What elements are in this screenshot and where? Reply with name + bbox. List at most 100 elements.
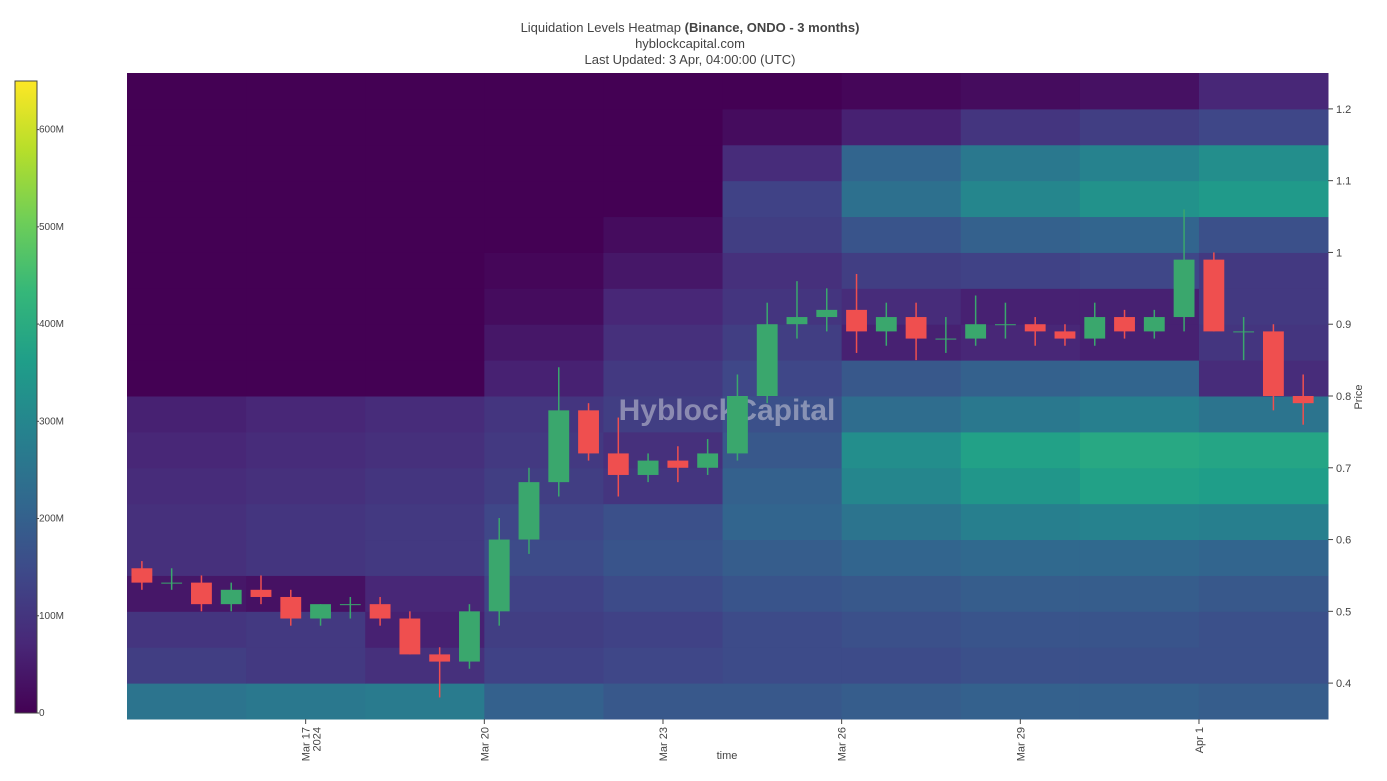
- heat-cell: [365, 360, 485, 397]
- heat-cell: [365, 431, 485, 469]
- heat-cell: [960, 216, 1081, 253]
- heat-cell: [722, 539, 843, 576]
- heat-cell: [722, 467, 843, 505]
- candle-body: [1143, 317, 1165, 332]
- heat-cell: [841, 683, 962, 720]
- heat-cell: [841, 216, 962, 253]
- heat-cell: [127, 683, 247, 720]
- heat-cell: [1079, 647, 1200, 684]
- heat-cell: [246, 324, 366, 361]
- y-tick-label: 0.8: [1336, 391, 1351, 403]
- heat-cell: [365, 396, 485, 433]
- heat-cell: [246, 683, 366, 720]
- heat-cell: [127, 467, 247, 505]
- heat-cell: [1079, 108, 1200, 146]
- heat-cell: [603, 252, 724, 289]
- heat-cell: [603, 73, 724, 110]
- x-tick-label: Apr 1: [1194, 727, 1206, 753]
- candle-body: [429, 654, 451, 662]
- y-tick-label: 0.9: [1336, 319, 1351, 331]
- heat-cell: [722, 647, 843, 684]
- heat-cell: [484, 467, 604, 505]
- heat-cell: [1079, 216, 1200, 253]
- heat-cell: [484, 180, 604, 218]
- heat-cell: [1079, 683, 1200, 720]
- candle-body: [1292, 396, 1314, 404]
- candle-body: [846, 309, 867, 332]
- heat-cell: [722, 180, 843, 218]
- heat-cell: [722, 252, 843, 289]
- y-tick-label: 0.5: [1336, 606, 1351, 618]
- title-bold: (Binance, ONDO - 3 months): [685, 20, 860, 35]
- y-tick-label: 1: [1336, 247, 1342, 259]
- heat-cell: [1079, 360, 1200, 397]
- heat-cell: [1198, 503, 1329, 541]
- heat-cell: [960, 396, 1081, 433]
- heat-cell: [841, 180, 962, 218]
- subtitle: hyblockcapital.com: [635, 36, 745, 51]
- heat-cell: [1198, 144, 1329, 182]
- heat-cell: [127, 647, 247, 684]
- heat-cell: [960, 575, 1081, 612]
- heat-cell: [603, 683, 724, 720]
- heat-cell: [127, 73, 247, 110]
- heat-cell: [246, 144, 366, 182]
- heat-cell: [960, 503, 1081, 541]
- heat-cell: [841, 575, 962, 612]
- heat-cell: [1079, 396, 1200, 433]
- heat-cell: [603, 647, 724, 684]
- heat-cell: [841, 396, 962, 433]
- colorbar-tick-label: 0: [39, 708, 45, 719]
- heat-cell: [960, 73, 1081, 110]
- heat-cell: [722, 575, 843, 612]
- candle-body: [875, 317, 897, 332]
- heat-cell: [1079, 144, 1200, 182]
- heat-cell: [365, 73, 485, 110]
- heat-cell: [841, 144, 962, 182]
- heat-cell: [1198, 108, 1329, 146]
- candle-body: [1262, 331, 1284, 396]
- heat-cell: [365, 324, 485, 361]
- x-year-label: 2024: [312, 727, 324, 751]
- heat-cell: [603, 539, 724, 576]
- heat-cell: [722, 108, 843, 146]
- candle-body: [935, 338, 957, 340]
- candle-body: [965, 324, 987, 339]
- heat-cell: [960, 647, 1081, 684]
- heat-cell: [841, 108, 962, 146]
- colorbar: [14, 80, 38, 714]
- heat-cell: [722, 73, 843, 110]
- heat-cell: [484, 144, 604, 182]
- colorbar-tick-label: 600M: [39, 125, 64, 136]
- heat-cell: [127, 503, 247, 541]
- candle-body: [607, 453, 629, 475]
- watermark: HyblockCapital: [619, 394, 836, 427]
- heat-cell: [127, 431, 247, 469]
- heat-cell: [1079, 431, 1200, 469]
- candle-body: [1173, 259, 1195, 318]
- heat-cell: [1079, 180, 1200, 218]
- heat-cell: [960, 252, 1081, 289]
- heat-cell: [127, 324, 247, 361]
- heat-cell: [246, 396, 366, 433]
- x-tick-label: Mar 29: [1015, 727, 1027, 761]
- heat-cell: [841, 73, 962, 110]
- heat-cell: [484, 252, 604, 289]
- heat-cell: [484, 324, 604, 361]
- heat-cell: [960, 180, 1081, 218]
- x-tick-label: Mar 26: [837, 727, 849, 761]
- heat-cell: [127, 144, 247, 182]
- heat-cell: [1079, 611, 1200, 648]
- heat-cell: [246, 216, 366, 253]
- heat-cell: [484, 216, 604, 253]
- heat-cell: [603, 503, 724, 541]
- candle-body: [548, 410, 570, 483]
- heat-cell: [960, 611, 1081, 648]
- candle-body: [518, 482, 540, 540]
- heat-cell: [246, 431, 366, 469]
- heat-cell: [1198, 647, 1329, 684]
- heat-cell: [722, 611, 843, 648]
- candle-body: [488, 539, 510, 612]
- heat-cell: [960, 108, 1081, 146]
